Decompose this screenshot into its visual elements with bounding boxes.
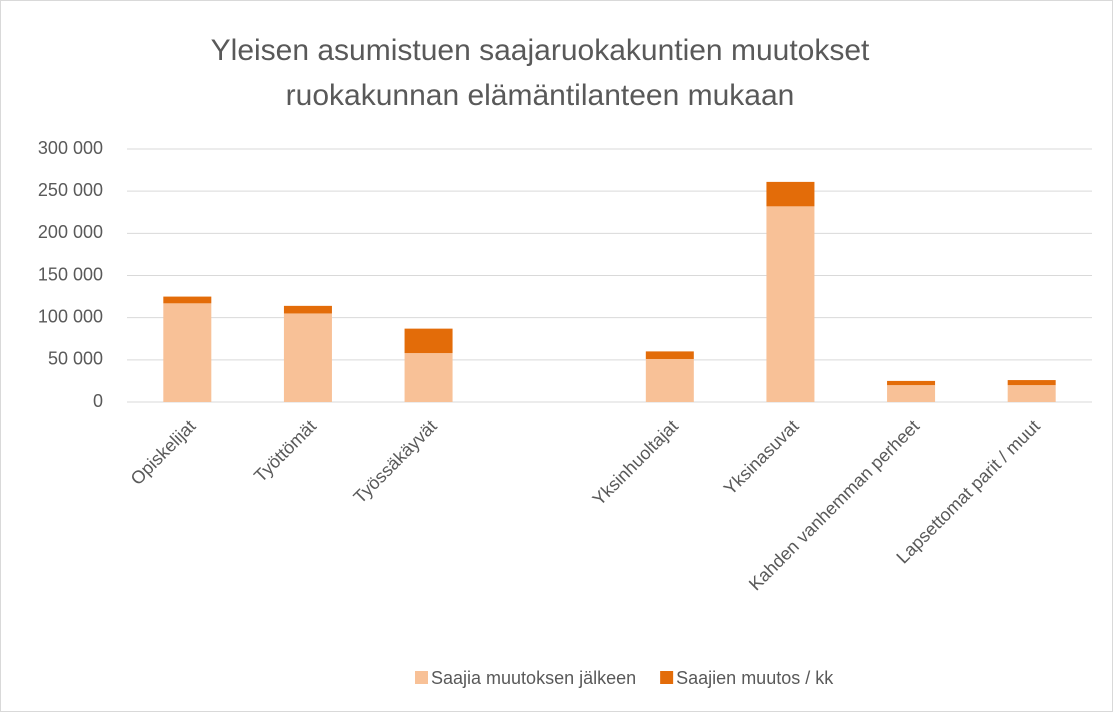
- bar-segment: [404, 353, 453, 402]
- y-tick-label: 0: [93, 391, 103, 411]
- y-tick-label: 200 000: [38, 222, 103, 242]
- chart-title: Yleisen asumistuen saajaruokakuntien muu…: [211, 34, 870, 67]
- bar-segment: [283, 305, 332, 314]
- bar-segment: [887, 385, 936, 402]
- y-tick-label: 50 000: [48, 349, 103, 369]
- bar-segment: [645, 351, 694, 359]
- bar-segment: [887, 380, 936, 386]
- bar-segment: [404, 328, 453, 354]
- y-tick-label: 150 000: [38, 264, 103, 284]
- chart-title: ruokakunnan elämäntilanteen mukaan: [286, 79, 795, 112]
- legend-label: Saajia muutoksen jälkeen: [431, 668, 636, 688]
- legend-swatch: [660, 671, 674, 684]
- bar-segment: [645, 358, 694, 402]
- legend-label: Saajien muutos / kk: [676, 668, 834, 688]
- bar-segment: [163, 296, 212, 304]
- y-tick-label: 100 000: [38, 306, 103, 326]
- bar-segment: [766, 181, 815, 207]
- legend-swatch: [415, 671, 428, 684]
- bar-segment: [766, 206, 815, 402]
- bar-segment: [283, 313, 332, 402]
- bar-segment: [1007, 385, 1056, 402]
- y-tick-label: 250 000: [38, 180, 103, 200]
- bar-segment: [1007, 380, 1056, 386]
- y-tick-label: 300 000: [38, 138, 103, 158]
- bar-segment: [163, 303, 212, 402]
